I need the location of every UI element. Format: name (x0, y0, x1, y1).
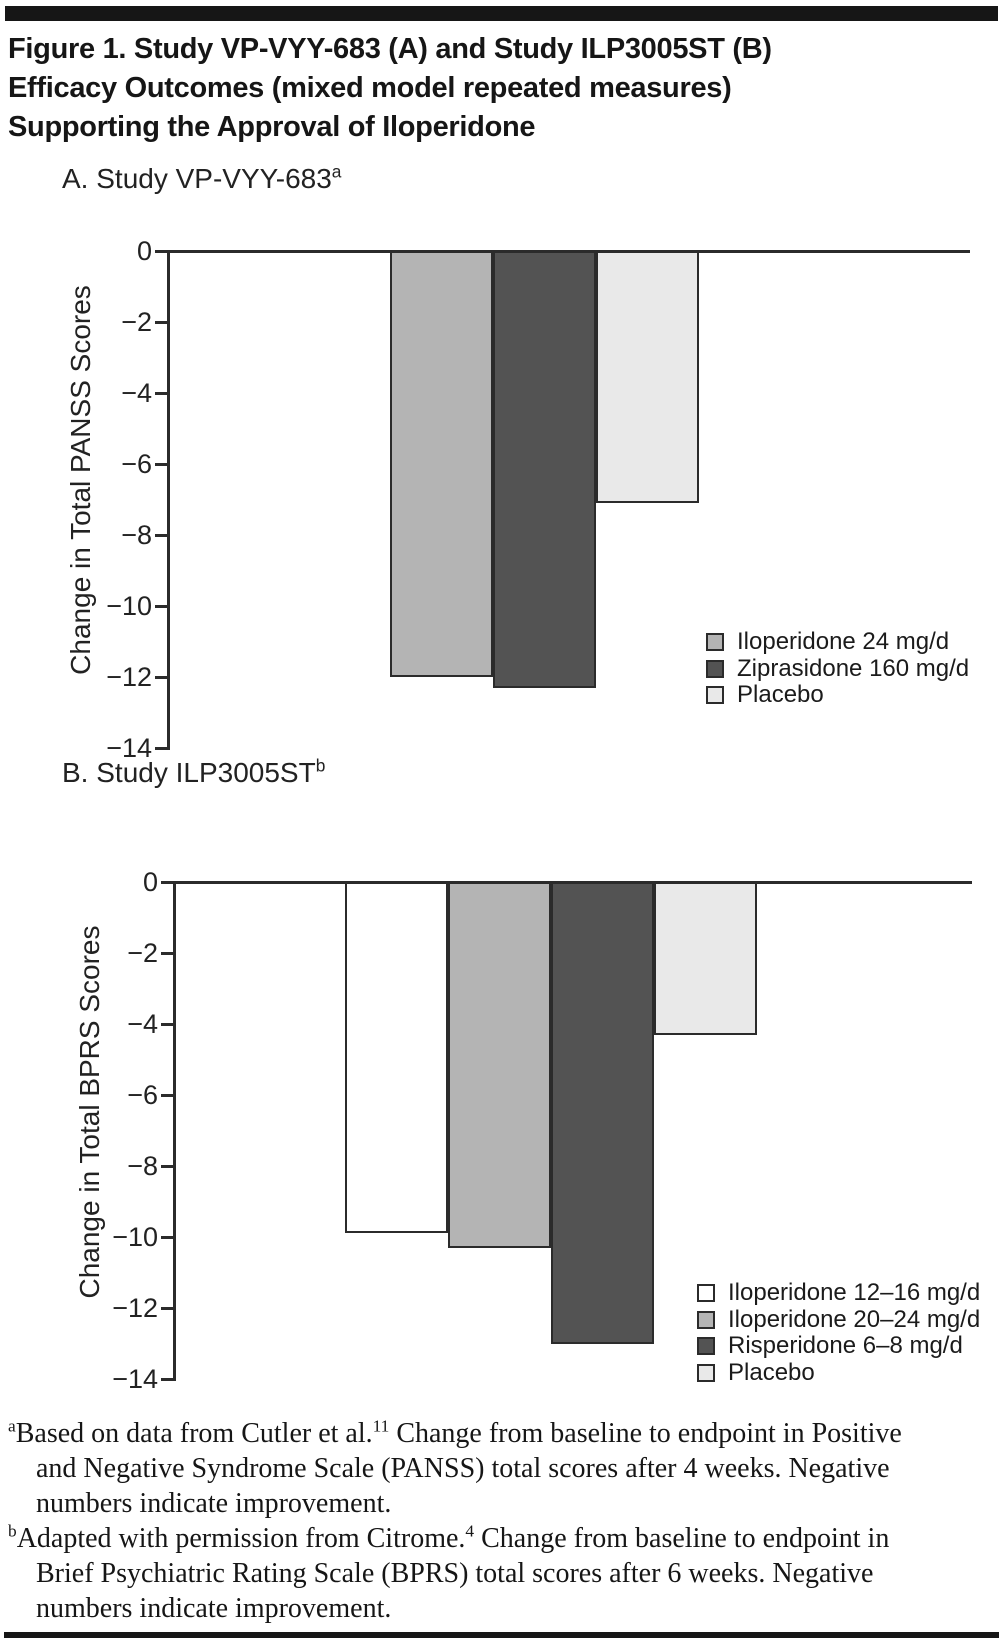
bar-ziprasidone-160-mg-d (493, 251, 596, 688)
y-tick (161, 1022, 174, 1026)
panel-title-b: B. Study ILP3005STb (62, 757, 325, 789)
legend-label: Risperidone 6–8 mg/d (728, 1332, 963, 1360)
bar-iloperidone-24-mg-d (390, 251, 493, 677)
y-tick (161, 1164, 174, 1168)
y-tick-label: −6 (127, 1080, 158, 1110)
footnote-b-text-1: Adapted with permission from Citrome. (16, 1523, 466, 1554)
y-tick (155, 320, 168, 324)
bar-iloperidone-12-16-mg-d (345, 882, 448, 1233)
legend-label: Ziprasidone 160 mg/d (737, 654, 970, 682)
legend-swatch-icon (697, 1310, 715, 1329)
bar-placebo (596, 251, 699, 503)
y-tick-label: −12 (106, 662, 152, 692)
panel-title-superscript: b (315, 755, 326, 776)
legend-label: Placebo (728, 1358, 815, 1386)
y-tick (161, 1235, 174, 1239)
bar-risperidone-6-8-mg-d (551, 882, 654, 1344)
top-rule (5, 6, 998, 21)
y-tick (161, 1306, 174, 1310)
footnote-b-text-2: Change from baseline to endpoint in Brie… (36, 1523, 890, 1624)
y-axis-line (166, 249, 170, 750)
figure-title-line-2: Efficacy Outcomes (mixed model repeated … (8, 72, 732, 104)
x-axis-line (166, 249, 970, 253)
y-tick-label: −2 (121, 307, 152, 337)
y-tick-label: −2 (127, 938, 158, 968)
bottom-rule (4, 1632, 999, 1638)
legend: Iloperidone 12–16 mg/d Iloperidone 20–24 … (697, 1280, 980, 1386)
y-tick-label: −12 (112, 1293, 158, 1323)
bar-iloperidone-20-24-mg-d (448, 882, 551, 1248)
bar-placebo (654, 882, 757, 1035)
y-tick-label: −4 (127, 1009, 158, 1039)
figure-title-line-3: Supporting the Approval of Iloperidone (8, 111, 536, 143)
y-tick (155, 462, 168, 466)
panel-title-superscript: a (331, 161, 342, 182)
legend-swatch-icon (706, 686, 724, 705)
y-tick-label: 0 (142, 867, 158, 897)
legend-swatch-icon (706, 659, 724, 678)
legend-item: Iloperidone 12–16 mg/d (697, 1280, 980, 1307)
legend-label: Placebo (737, 681, 824, 709)
footnote-b-ref: 4 (465, 1521, 475, 1541)
y-tick-label: −14 (106, 733, 152, 763)
figure-title: Figure 1. Study VP-VYY-683 (A) and Study… (8, 30, 772, 147)
x-axis-line (172, 880, 972, 884)
footnote-b-marker: b (8, 1521, 17, 1541)
y-tick-label: −10 (112, 1222, 158, 1252)
legend-swatch-icon (697, 1337, 715, 1356)
y-tick-label: −8 (127, 1151, 158, 1181)
y-tick (161, 1093, 174, 1097)
y-tick (155, 391, 168, 395)
y-tick (155, 746, 168, 750)
footnote-a-text-2: Change from baseline to endpoint in Posi… (36, 1418, 902, 1519)
legend-label: Iloperidone 12–16 mg/d (728, 1279, 981, 1307)
footnote-a-ref: 11 (372, 1416, 390, 1436)
y-tick (155, 249, 168, 253)
legend-label: Iloperidone 24 mg/d (737, 628, 950, 656)
legend-item: Placebo (697, 1360, 980, 1387)
panel-title-text: B. Study ILP3005ST (62, 757, 316, 788)
legend-item: Risperidone 6–8 mg/d (697, 1333, 980, 1360)
legend-item: Iloperidone 24 mg/d (706, 629, 969, 656)
legend-item: Ziprasidone 160 mg/d (706, 656, 969, 683)
legend-label: Iloperidone 20–24 mg/d (728, 1305, 981, 1333)
y-tick-label: −6 (121, 449, 152, 479)
y-tick (155, 675, 168, 679)
legend-swatch-icon (706, 633, 724, 652)
y-tick-label: −10 (106, 591, 152, 621)
y-tick-label: −14 (112, 1364, 158, 1394)
panel-title-text: A. Study VP-VYY-683 (62, 163, 332, 194)
y-tick-label: −8 (121, 520, 152, 550)
legend: Iloperidone 24 mg/d Ziprasidone 160 mg/d P… (706, 629, 969, 709)
footnote-a-text-1: Based on data from Cutler et al. (15, 1418, 373, 1449)
y-tick (161, 880, 174, 884)
y-tick (161, 1377, 174, 1381)
legend-item: Iloperidone 20–24 mg/d (697, 1307, 980, 1334)
y-axis-line (172, 880, 176, 1381)
y-tick-label: 0 (136, 236, 152, 266)
footnote-b: bAdapted with permission from Citrome.4 … (8, 1521, 948, 1626)
panel-title-a: A. Study VP-VYY-683a (62, 163, 341, 195)
y-tick (161, 951, 174, 955)
y-tick-label: −4 (121, 378, 152, 408)
legend-item: Placebo (706, 682, 969, 709)
figure-title-line-1: Figure 1. Study VP-VYY-683 (A) and Study… (8, 33, 772, 65)
footnote-a: aBased on data from Cutler et al.11 Chan… (8, 1416, 948, 1521)
footnotes: aBased on data from Cutler et al.11 Chan… (8, 1416, 948, 1626)
legend-swatch-icon (697, 1363, 715, 1382)
y-tick (155, 604, 168, 608)
y-tick (155, 533, 168, 537)
legend-swatch-icon (697, 1284, 715, 1303)
footnote-a-marker: a (8, 1416, 16, 1436)
